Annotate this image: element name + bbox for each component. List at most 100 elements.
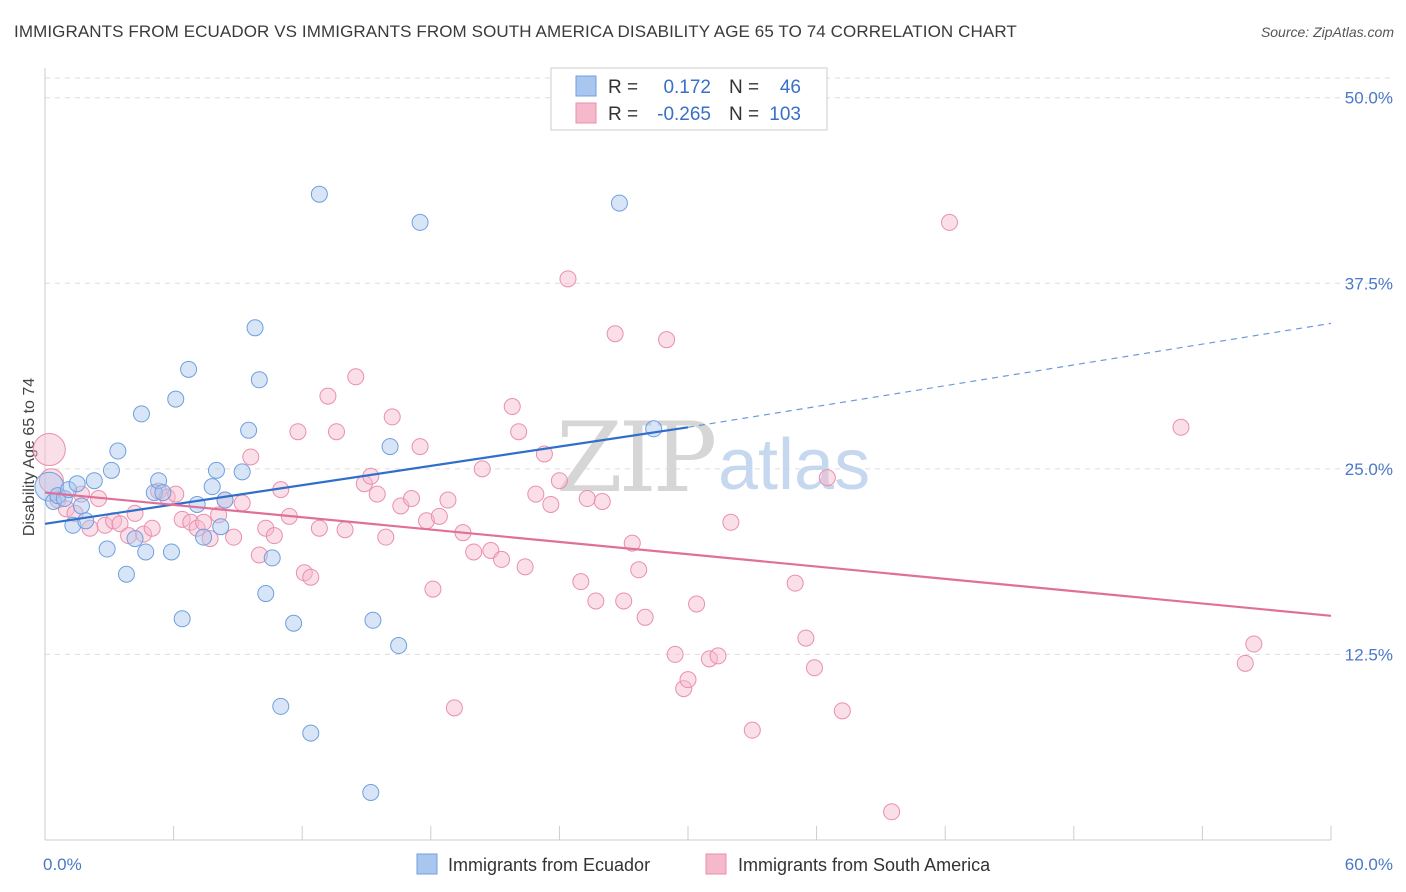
south-america-point-73 <box>623 534 641 552</box>
series-south-america-points <box>32 213 1263 821</box>
ecuador-point-34 <box>257 585 275 603</box>
ecuador-point-6 <box>68 475 86 493</box>
legend-item-ecuador[interactable]: Immigrants from Ecuador <box>416 853 650 875</box>
stats-box-frame <box>550 67 828 131</box>
watermark-atlas: atlas <box>718 425 870 505</box>
ecuador-point-23 <box>180 360 198 378</box>
south-america-point-21 <box>195 513 213 531</box>
south-america-point-86 <box>797 629 815 647</box>
south-america-point-83 <box>722 513 740 531</box>
south-america-point-71 <box>606 325 624 343</box>
south-america-point-43 <box>368 485 386 503</box>
south-america-point-58 <box>493 550 511 568</box>
south-america-point-93 <box>1236 654 1254 672</box>
stats-swatch-south-america <box>575 102 597 124</box>
stats-swatch-ecuador <box>575 75 597 97</box>
axes <box>44 68 1332 841</box>
ecuador-point-27 <box>207 461 225 479</box>
south-america-point-70 <box>593 493 611 511</box>
ecuador-point-12 <box>109 442 127 460</box>
legend-swatch-south-america <box>705 853 727 875</box>
ecuador-point-11 <box>102 461 120 479</box>
south-america-point-22 <box>201 530 219 548</box>
south-america-point-94 <box>1245 635 1263 653</box>
south-america-point-0 <box>32 433 66 467</box>
south-america-point-48 <box>411 438 429 456</box>
south-america-point-53 <box>445 699 463 717</box>
south-america-point-79 <box>679 671 697 689</box>
trend-line-south-america <box>44 491 1332 617</box>
ecuador-point-33 <box>250 371 268 389</box>
watermark-zip: ZIP <box>556 402 715 514</box>
ecuador-point-42 <box>381 438 399 456</box>
south-america-point-87 <box>805 659 823 677</box>
ecuador-point-9 <box>85 472 103 490</box>
south-america-point-38 <box>327 423 345 441</box>
south-america-point-64 <box>542 495 560 513</box>
south-america-point-40 <box>347 368 365 386</box>
ecuador-point-10 <box>98 540 116 558</box>
watermark: ZIP atlas <box>556 402 870 514</box>
trend-line-ecuador <box>44 426 689 525</box>
south-america-point-8 <box>96 516 114 534</box>
stats-sa-r-label: R = <box>608 104 638 125</box>
south-america-point-88 <box>818 469 836 487</box>
ecuador-point-20 <box>162 543 180 561</box>
south-america-point-77 <box>666 645 684 663</box>
south-america-point-25 <box>225 528 243 546</box>
south-america-point-29 <box>257 519 275 537</box>
south-america-point-37 <box>319 387 337 405</box>
gridlines <box>45 77 1393 655</box>
south-america-point-61 <box>516 558 534 576</box>
ecuador-point-35 <box>263 549 281 567</box>
stats-ecuador-r-value: 0.172 <box>663 77 711 98</box>
south-america-point-36 <box>310 519 328 537</box>
south-america-point-75 <box>636 608 654 626</box>
ecuador-point-15 <box>132 405 150 423</box>
legend-swatch-ecuador <box>416 853 438 875</box>
south-america-point-91 <box>940 213 958 231</box>
y-tick-label-1: 25.0% <box>1345 460 1393 479</box>
trend-line-ecuador-extension <box>687 322 1332 428</box>
chart-title: IMMIGRANTS FROM ECUADOR VS IMMIGRANTS FR… <box>14 22 1017 41</box>
ecuador-point-36 <box>272 697 290 715</box>
stats-box: R = 0.172 N = 46 R = -0.265 N = 103 <box>550 67 828 131</box>
ecuador-point-37 <box>285 614 303 632</box>
ecuador-point-13 <box>117 565 135 583</box>
south-america-point-80 <box>688 595 706 613</box>
south-america-point-45 <box>383 408 401 426</box>
south-america-point-74 <box>630 561 648 579</box>
south-america-point-76 <box>658 331 676 349</box>
south-america-point-66 <box>559 270 577 288</box>
ecuador-point-26 <box>203 478 221 496</box>
south-america-point-55 <box>465 543 483 561</box>
south-america-point-20 <box>188 519 206 537</box>
trend-lines <box>44 322 1332 617</box>
y-tick-label-0: 12.5% <box>1345 645 1393 664</box>
ecuador-point-40 <box>362 783 380 801</box>
south-america-point-28 <box>250 546 268 564</box>
ecuador-point-21 <box>167 390 185 408</box>
south-america-point-62 <box>527 485 545 503</box>
ecuador-point-29 <box>216 491 234 509</box>
ecuador-point-16 <box>137 543 155 561</box>
ecuador-point-43 <box>390 637 408 655</box>
south-america-point-65 <box>550 472 568 490</box>
south-america-point-10 <box>111 515 129 533</box>
south-america-point-52 <box>439 491 457 509</box>
south-america-point-92 <box>1172 418 1190 436</box>
south-america-point-90 <box>883 803 901 821</box>
south-america-point-44 <box>377 528 395 546</box>
south-america-point-39 <box>336 521 354 539</box>
legend-item-south-america[interactable]: Immigrants from South America <box>705 853 991 875</box>
south-america-point-35 <box>302 568 320 586</box>
south-america-point-51 <box>430 507 448 525</box>
south-america-point-33 <box>289 423 307 441</box>
ecuador-point-24 <box>188 495 206 513</box>
legend: Immigrants from Ecuador Immigrants from … <box>416 853 991 875</box>
x-tick-labels: 0.0% 60.0% <box>43 855 1393 874</box>
south-america-point-12 <box>126 504 144 522</box>
ecuador-point-39 <box>310 185 328 203</box>
south-america-point-47 <box>403 490 421 508</box>
